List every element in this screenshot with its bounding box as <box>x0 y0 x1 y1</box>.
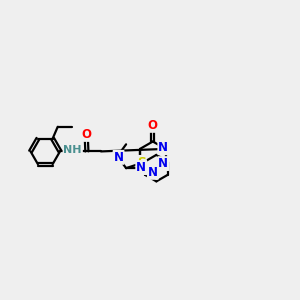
Text: N: N <box>114 151 124 164</box>
Text: N: N <box>148 166 158 179</box>
Text: O: O <box>81 128 91 141</box>
Text: S: S <box>137 156 146 169</box>
Text: NH: NH <box>64 145 82 155</box>
Text: N: N <box>158 141 168 154</box>
Text: O: O <box>148 119 158 132</box>
Text: N: N <box>158 157 168 170</box>
Text: N: N <box>136 161 146 174</box>
